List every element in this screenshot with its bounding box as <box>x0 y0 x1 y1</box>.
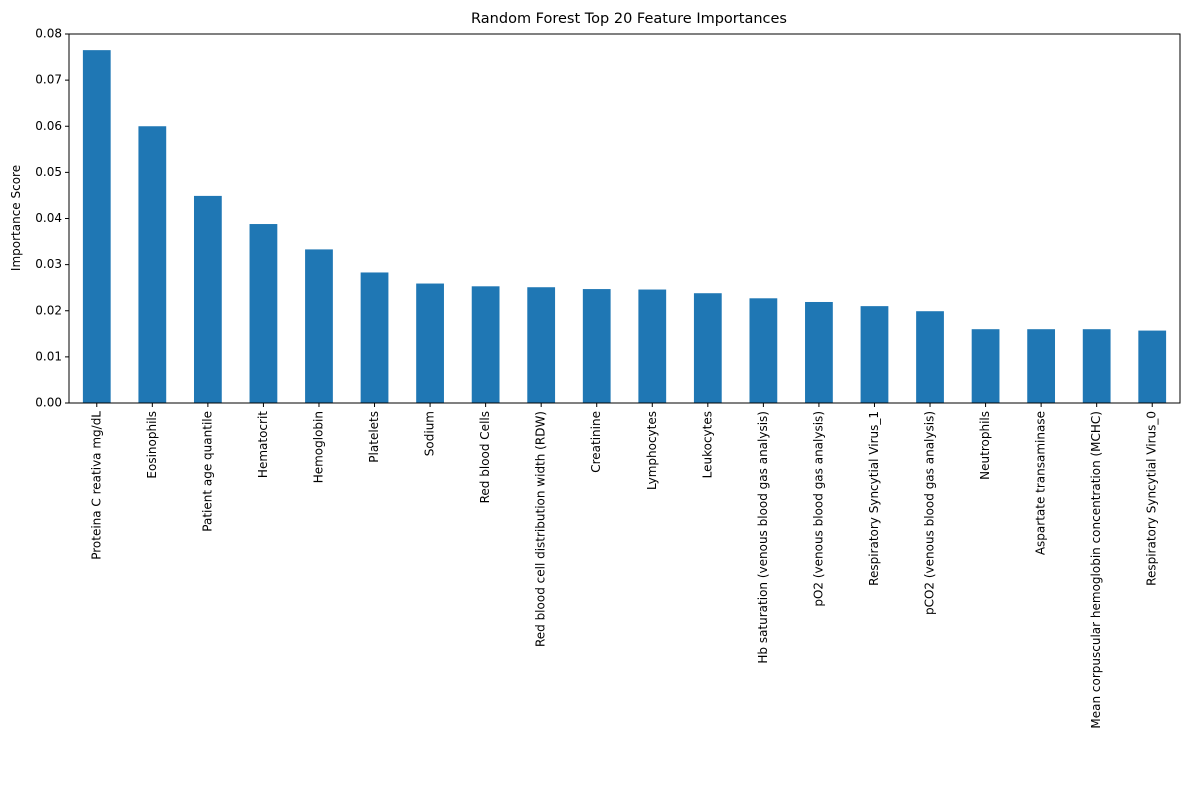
bar <box>1082 329 1111 403</box>
y-tick-label: 0.03 <box>35 257 62 271</box>
x-tick-label: Red blood cell distribution width (RDW) <box>534 411 548 647</box>
x-tick-label: Sodium <box>423 411 437 456</box>
bar <box>527 287 556 403</box>
x-tick-label: Proteina C reativa mg/dL <box>89 411 103 560</box>
y-tick-label: 0.07 <box>35 73 62 87</box>
x-tick-label: pCO2 (venous blood gas analysis) <box>923 411 937 615</box>
x-tick-label: Hb saturation (venous blood gas analysis… <box>756 411 770 664</box>
bar <box>82 50 111 404</box>
bar <box>471 286 500 403</box>
bar <box>971 329 1000 403</box>
y-axis-label: Importance Score <box>9 165 23 271</box>
x-tick-label: Mean corpuscular hemoglobin concentratio… <box>1089 411 1103 729</box>
bar <box>638 289 667 403</box>
bar <box>805 301 833 403</box>
x-tick-label: pO2 (venous blood gas analysis) <box>811 411 825 607</box>
x-tick-label: Creatinine <box>589 411 603 473</box>
x-axis: Proteina C reativa mg/dL Eosinophils Patie… <box>89 403 1159 729</box>
x-tick-label: Neutrophils <box>978 411 992 480</box>
bar <box>749 298 778 403</box>
x-tick-label: Leukocytes <box>700 411 714 478</box>
x-tick-label: Hematocrit <box>256 411 270 478</box>
bar <box>360 272 389 403</box>
chart-title: Random Forest Top 20 Feature Importances <box>471 11 787 27</box>
bar <box>249 224 278 403</box>
x-tick-label: Eosinophils <box>145 411 159 479</box>
bar <box>305 249 333 403</box>
x-tick-label: Respiratory Syncytial Virus_1 <box>867 411 881 586</box>
plot-frame <box>68 33 1181 404</box>
x-tick-label: Respiratory Syncytial Virus_0 <box>1145 411 1159 586</box>
bar <box>138 126 167 403</box>
bar <box>193 195 222 403</box>
x-tick-label: Red blood Cells <box>478 411 492 503</box>
bar <box>1027 329 1056 403</box>
y-tick-label: 0.06 <box>35 119 62 133</box>
bar <box>416 283 444 403</box>
bar <box>916 311 944 403</box>
bar <box>860 306 889 403</box>
x-tick-label: Platelets <box>367 411 381 463</box>
y-tick-label: 0.04 <box>35 211 62 225</box>
y-tick-label: 0.00 <box>35 396 62 410</box>
x-tick-label: Aspartate transaminase <box>1034 411 1048 555</box>
y-tick-label: 0.01 <box>35 349 62 363</box>
x-tick-label: Lymphocytes <box>645 411 659 490</box>
y-tick-label: 0.08 <box>35 27 62 41</box>
y-axis: 0.00 0.01 0.02 0.03 0.04 0.05 0.06 0.07 0.08 <box>35 27 69 410</box>
bars-group <box>82 50 1167 404</box>
bar <box>693 293 722 403</box>
x-tick-label: Patient age quantile <box>200 411 214 532</box>
x-tick-label: Hemoglobin <box>311 411 325 483</box>
bar <box>582 289 611 403</box>
y-tick-label: 0.05 <box>35 165 62 179</box>
y-tick-label: 0.02 <box>35 303 62 317</box>
bar <box>1138 330 1167 403</box>
